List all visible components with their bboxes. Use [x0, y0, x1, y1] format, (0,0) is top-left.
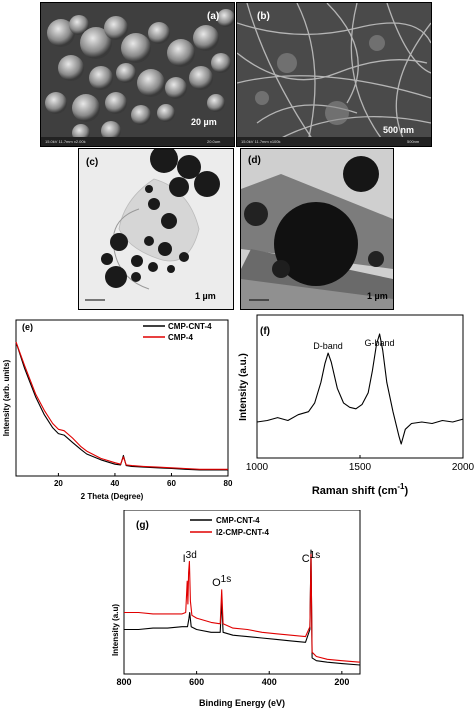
chart-f-xlabel: Raman shift (cm-1): [312, 482, 409, 497]
chart-g-legend: CMP-CNT-4 I2-CMP-CNT-4: [190, 516, 269, 537]
g-annotation-2: C1s: [302, 550, 321, 565]
legend-label-cmp-4: CMP-4: [168, 333, 193, 342]
chart-e-xlabel: 2 Theta (Degree): [81, 492, 144, 501]
g-xtick-label-800: 800: [116, 677, 131, 687]
scale-bar-label-b: 500 nm: [383, 125, 415, 135]
e-xtick-label-20: 20: [54, 479, 63, 488]
e-series-line-1: [15, 341, 228, 470]
tem-image-c: (c) 1 µm: [78, 148, 234, 310]
sem-image-b-texture: [237, 3, 431, 146]
chart-e-legend: CMP-CNT-4 CMP-4: [143, 322, 212, 342]
e-xtick-label-40: 40: [110, 479, 119, 488]
chart-f-ylabel: Intensity (a.u.): [238, 353, 249, 421]
legend-label-i2-cmp-cnt-4: I2-CMP-CNT-4: [216, 528, 269, 537]
chart-g-frame: [123, 510, 361, 675]
g-series-line-0: [124, 549, 361, 666]
chart-g: (g) 800 600 400 200 I3d O1s C1s CMP-CNT-4 I2-…: [111, 510, 361, 708]
chart-f: (f) 1000 1500 2000 D-band G-band Intensity …: [238, 314, 474, 497]
chart-e-frame: [15, 319, 229, 477]
sem-meta-right-a: 20.0um: [207, 139, 221, 144]
sem-image-b: (b) 500 nm 15.0kV 11.7mm x100k 500nm: [236, 2, 432, 147]
panel-label-d: (d): [248, 155, 261, 166]
g-annotation-1: O1s: [212, 574, 231, 589]
scale-bar-label-d: 1 µm: [367, 291, 388, 301]
tem-image-c-texture: [79, 149, 233, 309]
chart-e-ylabel: Intensity (arb. units): [2, 359, 11, 436]
sem-image-a: (a) 20 µm 15.0kV 11.7mm x2.00k 20.0um: [40, 2, 235, 147]
scale-bar-label-c: 1 µm: [195, 291, 216, 301]
chart-e-panel-label: (e): [22, 322, 33, 332]
e-series-line-0: [15, 341, 228, 471]
f-annotation-0: D-band: [313, 341, 343, 351]
chart-e: (e) 20 40 60 80 CMP-CNT-4 CMP-4 2 Theta (De…: [2, 319, 233, 501]
f-annotation-1: G-band: [365, 338, 395, 348]
sem-image-a-texture: [41, 3, 234, 146]
g-xtick-label-400: 400: [262, 677, 277, 687]
panel-label-a: (a): [207, 11, 220, 22]
g-annotation-0: I3d: [183, 550, 197, 565]
f-xtick-label-2000: 2000: [452, 462, 474, 473]
panel-label-b: (b): [257, 11, 270, 22]
chart-g-panel-label: (g): [136, 520, 149, 531]
f-xtick-label-1500: 1500: [349, 462, 372, 473]
sem-meta-a: 15.0kV 11.7mm x2.00k: [45, 139, 86, 144]
f-xtick-label-1000: 1000: [246, 462, 269, 473]
e-xtick-label-60: 60: [167, 479, 176, 488]
e-xtick-label-80: 80: [224, 479, 233, 488]
chart-g-xlabel: Binding Energy (eV): [199, 698, 285, 708]
chart-f-panel-label: (f): [260, 326, 270, 337]
chart-f-frame: [256, 314, 464, 459]
scale-bar-label-a: 20 µm: [191, 117, 217, 127]
g-xtick-label-200: 200: [334, 677, 349, 687]
chart-g-ylabel: Intensity (a.u): [111, 604, 120, 656]
tem-image-d-texture: [241, 149, 393, 309]
f-series-line-0: [256, 333, 464, 445]
g-series-line-1: [124, 553, 361, 663]
sem-meta-b: 15.0kV 11.7mm x100k: [241, 139, 281, 144]
legend-label-cmp-cnt-4-g: CMP-CNT-4: [216, 516, 260, 525]
g-xtick-label-600: 600: [189, 677, 204, 687]
tem-image-d: (d) 1 µm: [240, 148, 394, 310]
legend-label-cmp-cnt-4: CMP-CNT-4: [168, 322, 212, 331]
panel-label-c: (c): [86, 157, 99, 168]
sem-meta-right-b: 500nm: [407, 139, 420, 144]
